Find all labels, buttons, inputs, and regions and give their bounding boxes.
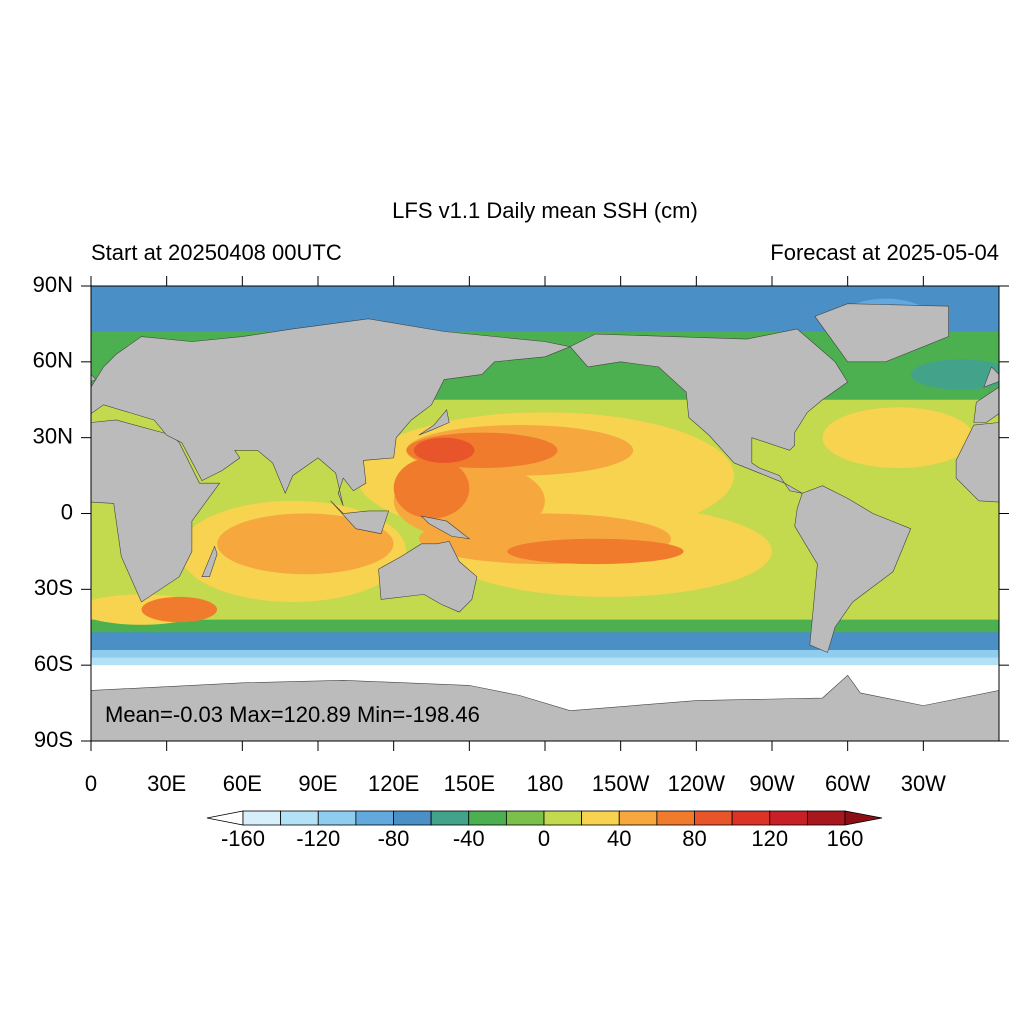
colorbar-box [656, 810, 695, 826]
colorbar-tick-label: 0 [538, 826, 550, 851]
land [955, 422, 999, 503]
lon-tick-label: 30W [901, 771, 946, 796]
ocean-anomaly [141, 596, 218, 623]
lon-tick-label: 90W [749, 771, 794, 796]
colorbar-box [430, 810, 470, 826]
colorbar-box [242, 810, 282, 826]
lon-tick-label: 150E [444, 771, 495, 796]
colorbar-box [731, 810, 771, 826]
land [330, 500, 390, 535]
lon-tick-label: 60W [825, 771, 870, 796]
colorbar-box [543, 810, 583, 826]
colorbar-box [355, 810, 394, 826]
ocean-anomaly [822, 407, 974, 469]
colorbar-min-triangle [206, 810, 244, 826]
colorbar-box [694, 810, 733, 826]
lat-tick-label: 60N [33, 348, 73, 373]
lat-tick-label: 30S [34, 575, 73, 600]
colorbar-box [505, 810, 545, 826]
stats-annotation: Mean=-0.03 Max=120.89 Min=-198.46 [105, 702, 480, 727]
lat-tick-label: 90S [34, 727, 73, 752]
colorbar-box [806, 810, 846, 826]
right-subtitle: Forecast at 2025-05-04 [770, 240, 999, 265]
colorbar-tick-label: -120 [296, 826, 340, 851]
colorbar-tick-label: -160 [221, 826, 265, 851]
lon-tick-label: 60E [223, 771, 262, 796]
lon-tick-label: 0 [85, 771, 97, 796]
lon-tick-label: 90E [298, 771, 337, 796]
title: LFS v1.1 Daily mean SSH (cm) [392, 198, 698, 223]
colorbar-box [468, 810, 507, 826]
lon-tick-label: 180 [527, 771, 564, 796]
colorbar-max-triangle [844, 810, 883, 826]
land [983, 366, 999, 388]
lat-tick-label: 30N [33, 423, 73, 448]
colorbar-tick-label: 120 [751, 826, 788, 851]
colorbar-tick-label: 80 [682, 826, 706, 851]
lon-tick-label: 150W [592, 771, 650, 796]
colorbar-tick-label: 160 [827, 826, 864, 851]
left-subtitle: Start at 20250408 00UTC [91, 240, 342, 265]
land [420, 515, 471, 540]
ocean-anomaly [413, 437, 475, 463]
land [378, 540, 478, 613]
land [418, 409, 450, 436]
colorbar-box [769, 810, 808, 826]
land [91, 419, 221, 603]
ocean-anomaly [217, 513, 394, 575]
ocean-anomaly [393, 457, 470, 519]
lat-tick-label: 60S [34, 651, 73, 676]
lon-tick-label: 30E [147, 771, 186, 796]
land [814, 303, 949, 363]
land [91, 374, 97, 382]
land [91, 674, 999, 741]
ocean-anomaly [507, 538, 684, 565]
colorbar-box [280, 810, 319, 826]
ocean-anomaly [910, 359, 999, 390]
colorbar-tick-label: 40 [607, 826, 631, 851]
lon-tick-label: 120W [668, 771, 726, 796]
colorbar-box [618, 810, 658, 826]
ocean-band [91, 632, 999, 656]
colorbar-tick-label: -80 [378, 826, 410, 851]
land [998, 690, 999, 741]
colorbar-box [317, 810, 357, 826]
land [973, 386, 999, 423]
colorbar-box [581, 810, 620, 826]
land [201, 545, 218, 577]
colorbar-tick-label: -40 [453, 826, 485, 851]
colorbar-box [393, 810, 432, 826]
land [91, 318, 572, 507]
lat-tick-label: 90N [33, 272, 73, 297]
lon-tick-label: 120E [368, 771, 419, 796]
lat-tick-label: 0 [61, 499, 73, 524]
land [569, 328, 849, 494]
map [91, 286, 999, 741]
land [794, 485, 912, 653]
